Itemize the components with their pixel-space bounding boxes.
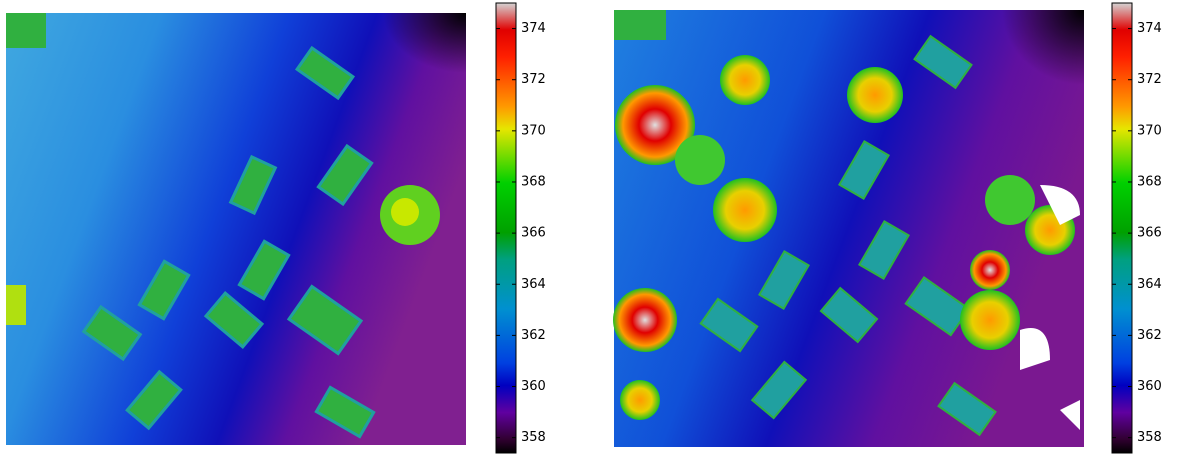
- heatmap-image: [6, 13, 466, 445]
- colorbar-tick-label: 364: [521, 277, 546, 292]
- colorbar-tick-label: 366: [521, 226, 546, 241]
- colorbar-tick-label: 358: [1137, 430, 1162, 445]
- heatmap-image: [613, 10, 1084, 447]
- colorbar-tick-label: 360: [521, 379, 546, 394]
- colorbar-tick-label: 362: [521, 328, 546, 343]
- colorbar-tick-label: 374: [521, 21, 546, 36]
- colorbar-tick-label: 370: [521, 123, 546, 138]
- colorbar: [496, 3, 516, 453]
- colorbar-tick-label: 374: [1137, 21, 1162, 36]
- colorbar-tick-label: 364: [1137, 277, 1162, 292]
- colorbar-tick-label: 362: [1137, 328, 1162, 343]
- colorbar-tick-label: 368: [1137, 174, 1162, 189]
- colorbar-tick-label: 366: [1137, 226, 1162, 241]
- colorbar-tick-label: 368: [521, 174, 546, 189]
- colorbar-tick-label: 370: [1137, 123, 1162, 138]
- colorbar-tick-label: 358: [521, 430, 546, 445]
- colorbar-tick-label: 360: [1137, 379, 1162, 394]
- colorbar: [1112, 3, 1132, 453]
- colorbar-tick-label: 372: [521, 72, 546, 87]
- colorbar-tick-label: 372: [1137, 72, 1162, 87]
- figure: 358 360 362 364 366 368 370 372 374 358 360 362 364 3…: [0, 0, 1182, 454]
